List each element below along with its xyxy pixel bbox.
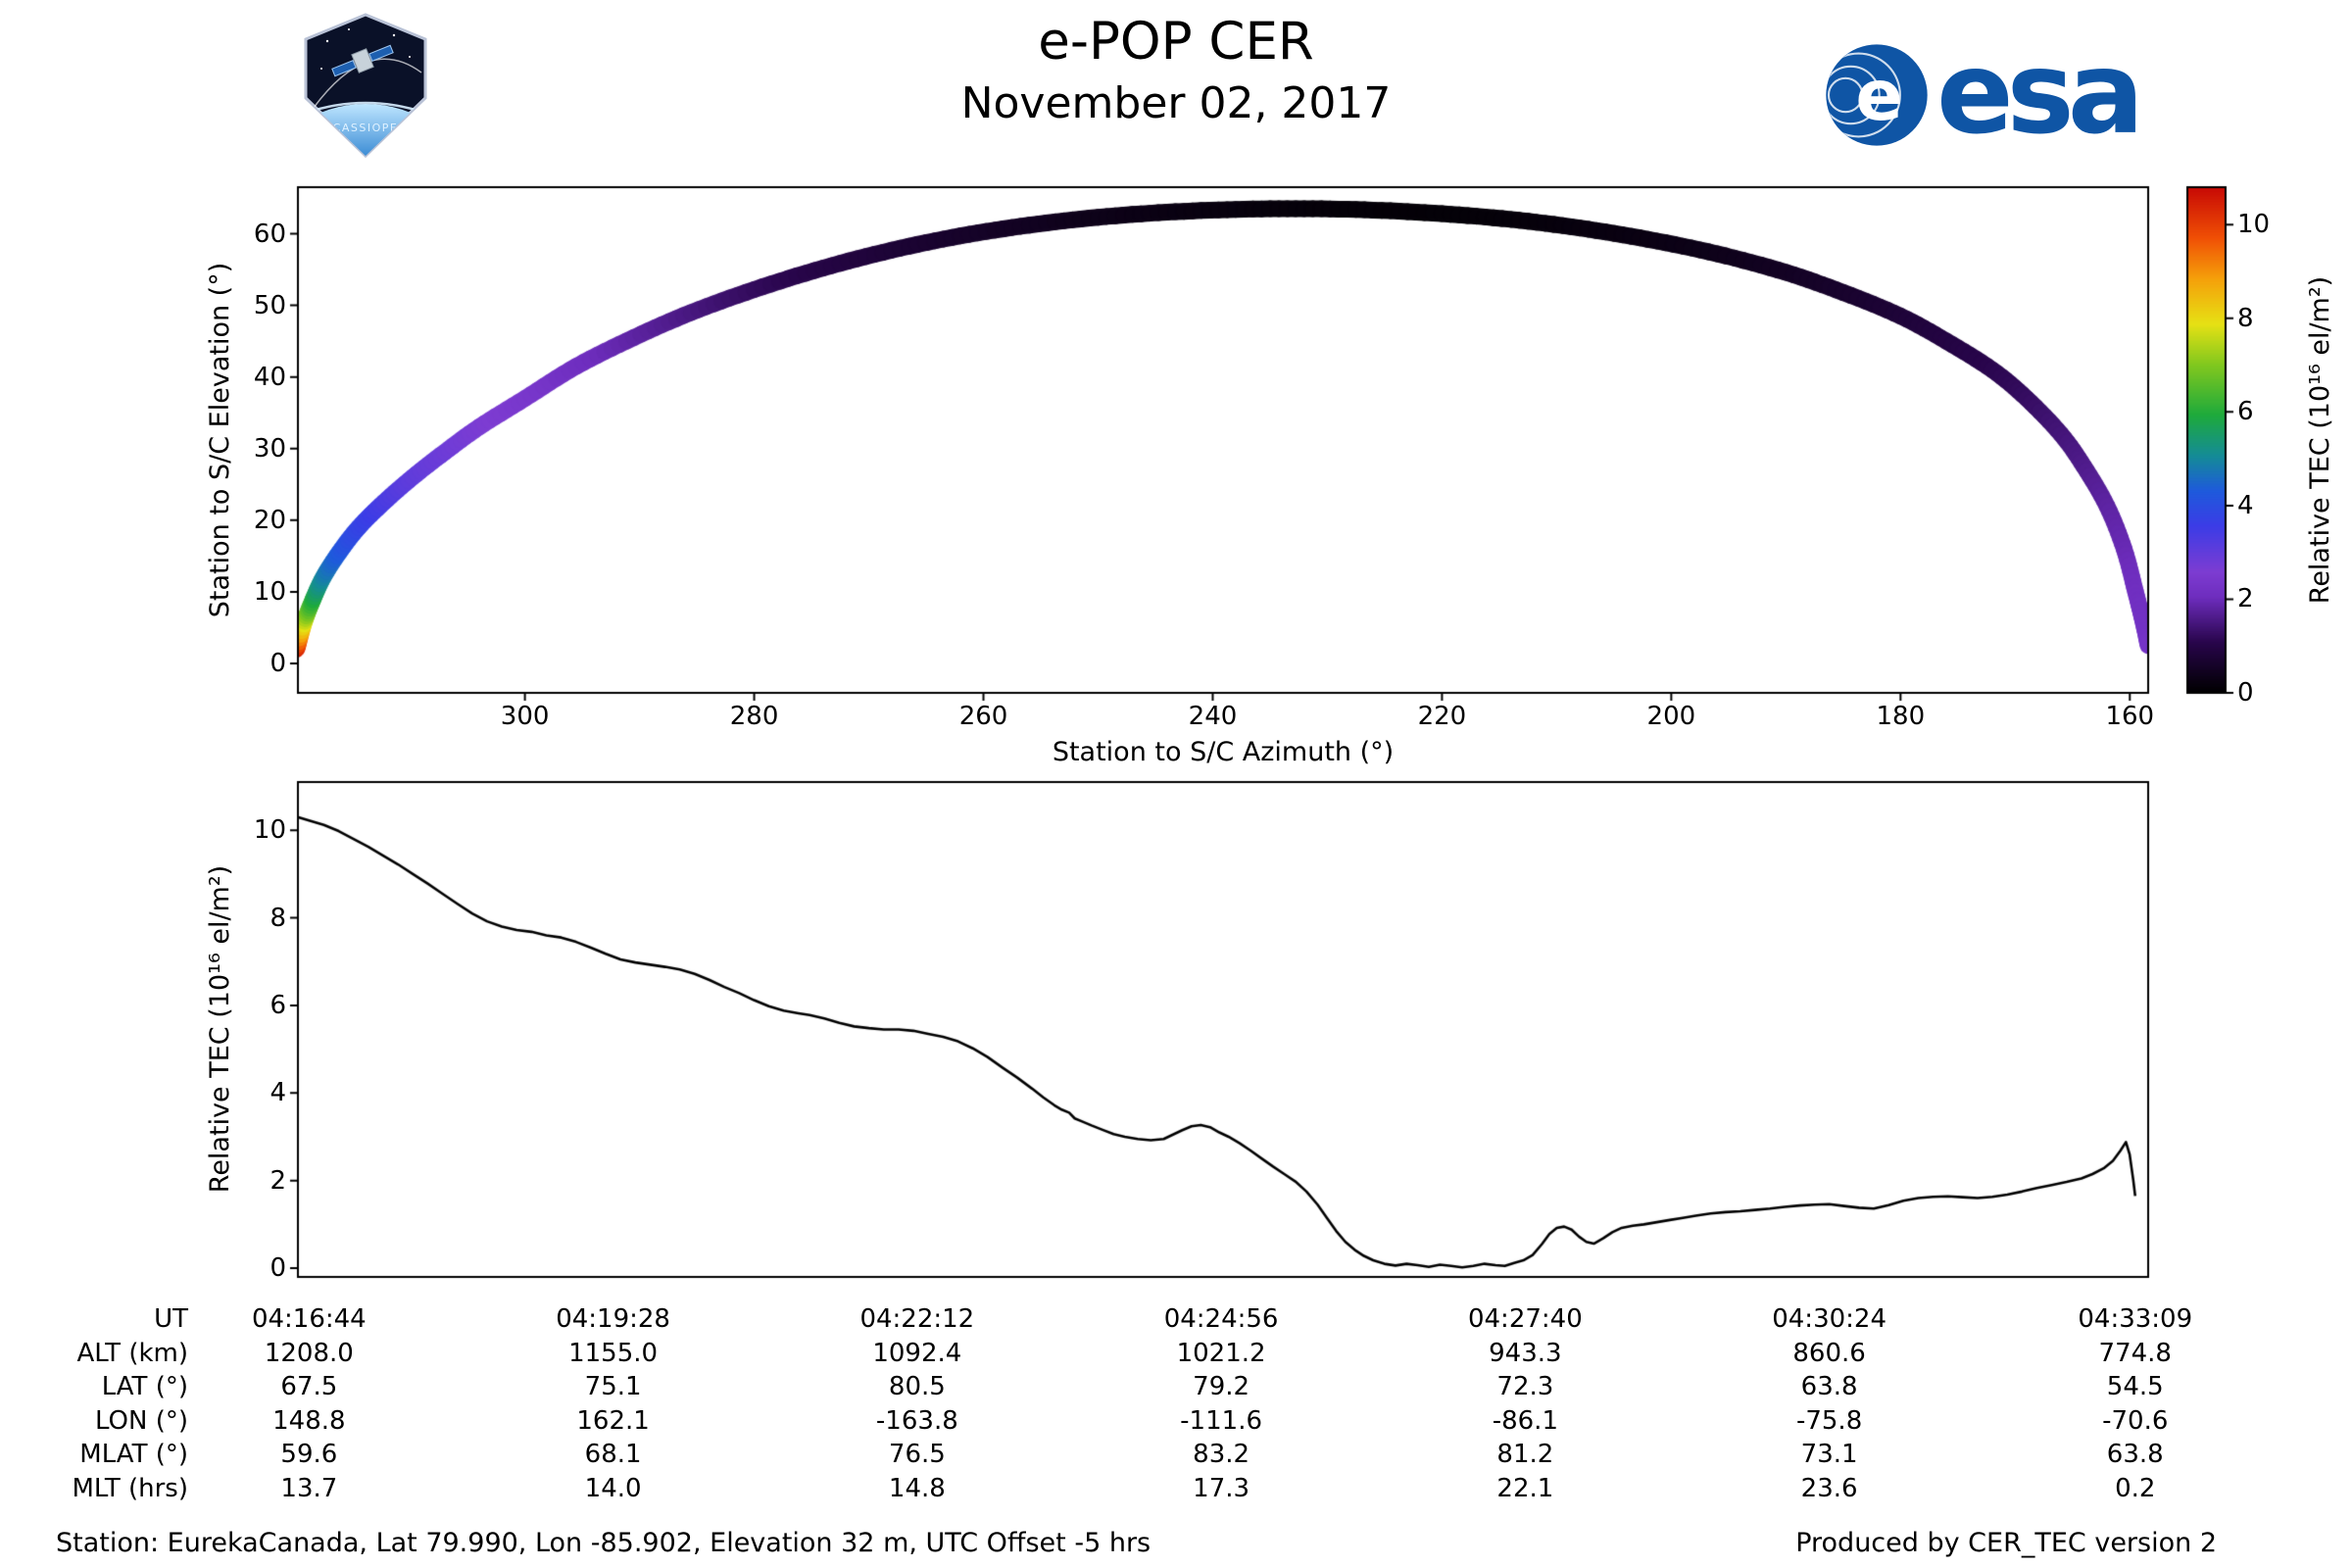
satellite-icon	[331, 44, 394, 77]
axis-table-cell: 76.5	[888, 1440, 946, 1470]
axis-table-cell: 04:16:44	[251, 1304, 367, 1334]
axis-table-cell: 04:24:56	[1163, 1304, 1279, 1334]
esa-logo: e esa	[1825, 37, 2144, 159]
sky-xtick-label: 200	[1646, 702, 1696, 731]
axis-table-cell: 1208.0	[264, 1338, 354, 1368]
axis-table-cell: 774.8	[2098, 1338, 2172, 1368]
colorbar-tick-label: 0	[2237, 678, 2254, 708]
colorbar-label: Relative TEC (10¹⁶ el/m²)	[2305, 275, 2335, 605]
sky-xtick-label: 220	[1417, 702, 1467, 731]
sky-ytick-label: 40	[253, 362, 286, 392]
esa-wordmark: esa	[1936, 27, 2144, 160]
axis-table-cell: 04:22:12	[859, 1304, 975, 1334]
tec-ytick-label: 0	[270, 1253, 286, 1284]
axis-table-cell: 83.2	[1193, 1440, 1250, 1470]
sky-ytick-label: 20	[253, 505, 286, 535]
colorbar-tick-label: 2	[2237, 584, 2254, 614]
footer-station-info: Station: EurekaCanada, Lat 79.990, Lon -…	[56, 1528, 1152, 1558]
page-date: November 02, 2017	[960, 78, 1392, 128]
colorbar-tick-label: 8	[2237, 303, 2254, 333]
colorbar-tick-label: 10	[2237, 210, 2271, 240]
stars	[320, 28, 411, 70]
sky-xtick-label: 180	[1876, 702, 1926, 731]
axis-table-cell: 1092.4	[872, 1338, 962, 1368]
tec-ytick-label: 2	[270, 1165, 286, 1196]
colorbar-tick-label: 6	[2237, 397, 2254, 427]
sky-xtick-label: 260	[958, 702, 1008, 731]
axis-table-cell: -70.6	[2102, 1405, 2169, 1436]
axis-table-row-label: UT	[154, 1304, 188, 1334]
sky-ytick-label: 0	[270, 649, 286, 679]
sky-xtick-label: 280	[729, 702, 779, 731]
tec-ytick-label: 8	[270, 903, 286, 933]
axis-table-cell: 67.5	[280, 1372, 338, 1402]
esa-globe-icon: e	[1826, 44, 1928, 146]
axis-table-cell: 04:27:40	[1467, 1304, 1583, 1334]
tec-ytick-label: 4	[270, 1078, 286, 1108]
axis-table-row-label: LON (°)	[94, 1405, 188, 1436]
axis-table-row-label: ALT (km)	[76, 1338, 188, 1368]
axis-table-cell: 1021.2	[1176, 1338, 1266, 1368]
mission-patch-icon: CASSIOPE	[304, 13, 427, 159]
cassiope-mission-patch: CASSIOPE	[300, 12, 431, 163]
sky-plot-xlabel: Station to S/C Azimuth (°)	[1052, 737, 1395, 767]
axis-table-cell: -86.1	[1492, 1405, 1558, 1436]
axis-table-cell: 75.1	[584, 1372, 642, 1402]
axis-table-cell: 22.1	[1496, 1474, 1554, 1503]
axis-table-cell: 73.1	[1800, 1440, 1858, 1470]
tec-ytick-label: 6	[270, 990, 286, 1020]
axis-table-cell: 13.7	[280, 1474, 338, 1503]
axis-table-cell: 23.6	[1800, 1474, 1858, 1503]
page-title: e-POP CER	[1038, 12, 1314, 72]
axis-table-cell: 860.6	[1792, 1338, 1866, 1368]
sky-ytick-label: 30	[253, 433, 286, 464]
axis-table-cell: 63.8	[2106, 1440, 2164, 1470]
sky-xtick-label: 160	[2105, 702, 2155, 731]
sky-xtick-label: 240	[1188, 702, 1238, 731]
axis-table-cell: 79.2	[1193, 1372, 1250, 1402]
axis-table-cell: 14.0	[584, 1474, 642, 1503]
axis-table-row-label: MLT (hrs)	[72, 1474, 189, 1503]
svg-text:e: e	[1855, 55, 1903, 136]
axis-table-cell: -75.8	[1795, 1405, 1863, 1436]
axis-table-cell: 17.3	[1193, 1474, 1250, 1503]
sky-xtick-label: 300	[500, 702, 550, 731]
sky-ytick-label: 50	[253, 290, 286, 320]
axis-table-cell: 80.5	[888, 1372, 946, 1402]
sky-ytick-label: 10	[253, 576, 286, 607]
axis-table-cell: 54.5	[2106, 1372, 2164, 1402]
axis-table-cell: 162.1	[576, 1405, 650, 1436]
axis-table-cell: 0.2	[2115, 1474, 2156, 1503]
axis-table-row-label: LAT (°)	[101, 1372, 188, 1402]
axis-table-cell: -111.6	[1180, 1405, 1263, 1436]
axis-table-cell: 943.3	[1489, 1338, 1562, 1368]
axis-table-cell: 68.1	[584, 1440, 642, 1470]
axis-table-cell: 14.8	[888, 1474, 946, 1503]
axis-table-cell: 59.6	[280, 1440, 338, 1470]
axis-table-cell: 72.3	[1496, 1372, 1554, 1402]
axis-table-cell: 04:33:09	[2078, 1304, 2193, 1334]
axis-table-row-label: MLAT (°)	[79, 1440, 188, 1470]
axis-table-cell: 148.8	[272, 1405, 346, 1436]
footer-produced-by: Produced by CER_TEC version 2	[1795, 1528, 2217, 1558]
colorbar-tick-label: 4	[2237, 490, 2254, 520]
axis-table-cell: 1155.0	[568, 1338, 659, 1368]
tec-ytick-label: 10	[253, 815, 286, 846]
patch-label: CASSIOPE	[333, 122, 399, 134]
axis-table-cell: 04:19:28	[556, 1304, 670, 1334]
sky-ytick-label: 60	[253, 219, 286, 249]
axis-table-cell: 63.8	[1800, 1372, 1858, 1402]
axis-table-cell: 04:30:24	[1772, 1304, 1886, 1334]
axis-table-cell: -163.8	[875, 1405, 958, 1436]
axis-table-cell: 81.2	[1496, 1440, 1554, 1470]
